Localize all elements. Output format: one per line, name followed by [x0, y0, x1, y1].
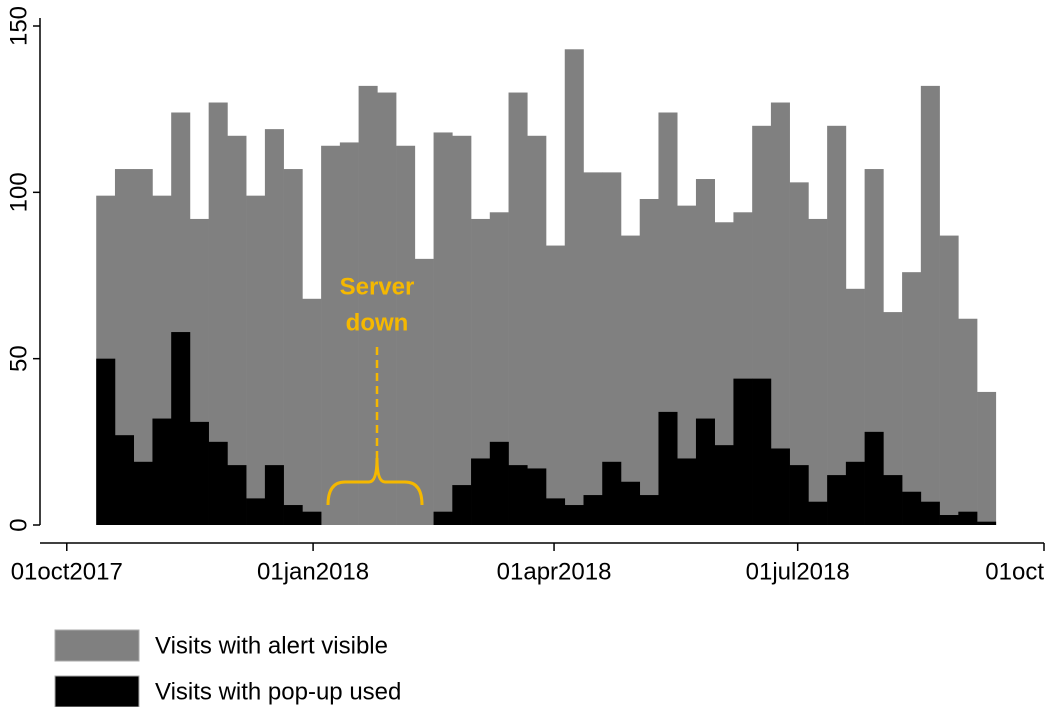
bar — [208, 441, 228, 525]
bar — [920, 85, 940, 525]
bar — [339, 142, 359, 525]
bar — [471, 458, 491, 525]
bar — [489, 441, 509, 525]
bar — [920, 501, 940, 525]
y-tick-label: 150 — [5, 6, 32, 46]
bar — [752, 378, 772, 525]
legend-label: Visits with alert visible — [155, 632, 388, 659]
bar — [789, 465, 809, 525]
x-tick-label: 01apr2018 — [497, 558, 612, 585]
bar — [433, 511, 453, 525]
bar — [789, 182, 809, 525]
bar — [845, 461, 865, 525]
bar — [414, 258, 434, 525]
bar — [808, 501, 828, 525]
bar — [883, 312, 903, 525]
bar — [770, 448, 790, 525]
legend-swatch — [54, 675, 140, 707]
bar — [171, 332, 191, 525]
bar — [452, 135, 472, 525]
bar — [939, 235, 959, 525]
bar — [583, 495, 603, 525]
bar — [602, 461, 622, 525]
bar — [733, 378, 753, 525]
bar — [508, 465, 528, 525]
bar — [808, 218, 828, 526]
bar — [677, 458, 697, 525]
bar — [227, 135, 247, 525]
bar — [958, 318, 978, 525]
bar — [133, 461, 153, 525]
bar — [114, 435, 135, 525]
bar — [827, 475, 847, 525]
bar — [396, 145, 416, 525]
x-tick-label: 01jul2018 — [746, 558, 850, 585]
bar — [546, 245, 566, 525]
bar — [695, 418, 715, 525]
bar — [133, 169, 153, 525]
bar — [471, 218, 491, 526]
bar — [977, 521, 997, 525]
bar — [452, 485, 472, 525]
bar — [902, 272, 922, 525]
bar — [827, 125, 847, 526]
bar — [564, 505, 584, 525]
bar — [902, 491, 922, 525]
x-tick-label: 01oct2017 — [11, 558, 123, 585]
bar — [602, 172, 622, 525]
bar — [321, 145, 341, 525]
bar — [527, 468, 547, 525]
bar — [620, 481, 641, 525]
bar — [639, 495, 659, 525]
bar — [283, 169, 303, 525]
bar — [658, 411, 678, 525]
bar — [564, 49, 584, 525]
bar — [714, 445, 734, 525]
bar — [96, 358, 116, 525]
bar — [620, 235, 641, 525]
bar — [939, 515, 959, 525]
bar — [770, 102, 790, 525]
x-tick-label: 01oct — [985, 558, 1044, 585]
bar — [583, 172, 603, 525]
bar — [189, 421, 209, 525]
bar — [302, 298, 322, 525]
bar — [508, 92, 528, 526]
annotation-text: Server — [340, 273, 415, 300]
bar — [958, 511, 978, 525]
bar — [208, 102, 228, 525]
bar — [302, 511, 322, 525]
y-tick-label: 50 — [5, 345, 32, 372]
annotation-text: down — [346, 309, 409, 336]
bar — [246, 195, 266, 525]
bar — [639, 198, 659, 525]
legend-label: Visits with pop-up used — [155, 678, 401, 705]
bar — [264, 465, 284, 525]
bar — [264, 129, 284, 526]
bar — [864, 431, 884, 525]
y-tick-label: 0 — [5, 518, 32, 531]
bar — [527, 135, 547, 525]
bar — [377, 92, 397, 526]
bar — [246, 498, 266, 525]
bar — [977, 391, 997, 525]
bar — [152, 418, 172, 525]
bar — [883, 475, 903, 525]
bar — [546, 498, 566, 525]
bar — [433, 132, 453, 525]
bar — [677, 205, 697, 525]
y-tick-label: 100 — [5, 172, 32, 212]
bar — [358, 85, 378, 525]
bar — [283, 505, 303, 525]
bar — [227, 465, 247, 525]
annotation-brace — [326, 457, 424, 506]
legend-swatch — [54, 629, 140, 662]
x-tick-label: 01jan2018 — [257, 558, 369, 585]
